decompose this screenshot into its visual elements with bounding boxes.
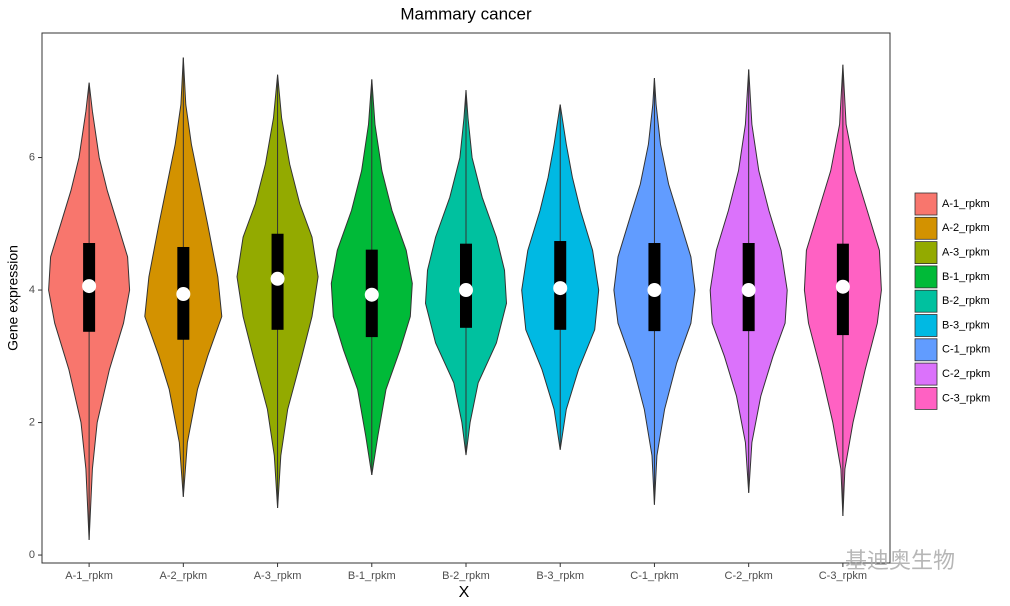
x-tick-label: B-1_rpkm: [348, 570, 396, 582]
legend-swatch: [914, 314, 938, 337]
legend-swatch: [914, 265, 938, 289]
y-tick-label: 6: [29, 151, 35, 163]
legend-swatch: [914, 241, 938, 265]
legend-label: A-1_rpkm: [942, 198, 990, 210]
y-axis-label: Gene expression: [5, 245, 21, 351]
median: [835, 279, 850, 294]
median: [553, 281, 568, 296]
legend-swatch: [914, 338, 938, 362]
y-tick-label: 4: [29, 284, 35, 296]
legend-swatch: [914, 192, 938, 216]
x-tick-label: B-3_rpkm: [536, 570, 584, 582]
chart-title: Mammary cancer: [400, 4, 532, 23]
legend-label: C-2_rpkm: [942, 368, 990, 380]
legend-label: C-3_rpkm: [942, 392, 990, 404]
x-tick-label: A-2_rpkm: [159, 570, 207, 582]
legend-swatch: [914, 362, 938, 386]
legend-label: B-3_rpkm: [942, 319, 990, 331]
legend-label: B-1_rpkm: [942, 271, 990, 283]
y-tick-label: 0: [29, 549, 35, 561]
median: [647, 283, 662, 298]
x-tick-label: A-3_rpkm: [254, 570, 302, 582]
x-tick-label: B-2_rpkm: [442, 570, 490, 582]
legend-label: C-1_rpkm: [942, 344, 990, 356]
x-tick-label: C-1_rpkm: [630, 570, 678, 582]
median: [364, 287, 379, 302]
legend-swatch: [914, 216, 938, 240]
median: [82, 279, 97, 294]
legend-swatch: [914, 386, 938, 410]
legend-label: A-3_rpkm: [942, 247, 990, 259]
x-tick-label: A-1_rpkm: [65, 570, 113, 582]
median: [270, 271, 285, 286]
median: [176, 287, 191, 302]
legend-swatch: [914, 289, 938, 313]
legend-label: A-2_rpkm: [942, 222, 990, 234]
median: [459, 283, 473, 298]
x-axis-label: X: [459, 584, 470, 601]
y-tick-label: 2: [29, 416, 35, 428]
legend-label: B-2_rpkm: [942, 295, 990, 307]
x-tick-label: C-2_rpkm: [725, 570, 773, 582]
x-tick-label: C-3_rpkm: [819, 570, 867, 582]
watermark: 基迪奥生物: [845, 548, 955, 573]
median: [741, 283, 756, 298]
